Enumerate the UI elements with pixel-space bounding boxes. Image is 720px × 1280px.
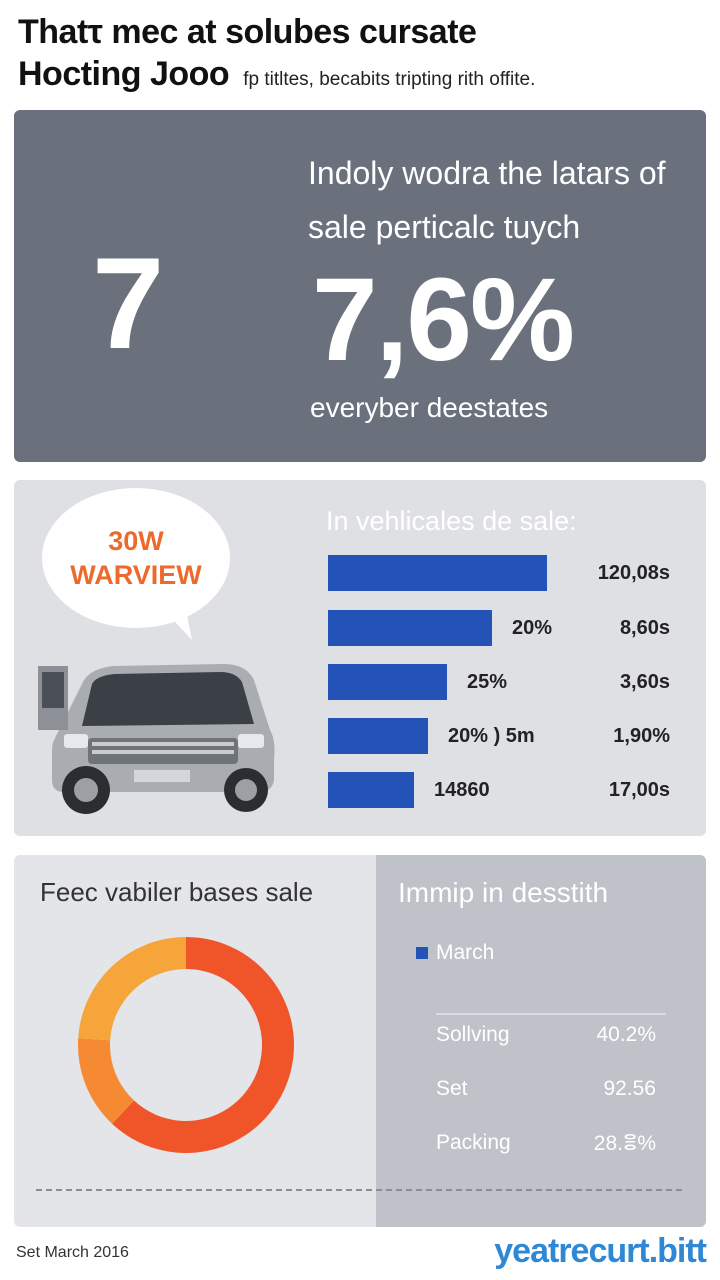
stat-big-number: 7	[92, 230, 165, 376]
footer-date: Set March 2016	[16, 1244, 129, 1261]
bar-row: 20% 8,60s	[328, 610, 700, 646]
legend-swatch	[416, 947, 428, 959]
bar-chart-panel: 30W WARVIEW In vehlicales de sale: 120,0…	[14, 480, 706, 836]
bar-value: 17,00s	[608, 779, 670, 801]
donut-slice	[78, 1038, 134, 1124]
callout-line1: 30W	[108, 526, 164, 556]
legend-key: March	[416, 941, 494, 965]
donut-panel: Feec vabiler bases sale Immip in desstit…	[14, 855, 706, 1227]
bar	[328, 772, 414, 808]
bar-row: 14860 17,00s	[328, 772, 700, 808]
legend-row: Set 92.56	[436, 1077, 656, 1107]
legend-title: Immip in desstith	[398, 877, 609, 908]
callout-bubble: 30W WARVIEW	[42, 488, 230, 628]
bar-value: 120,08s	[597, 562, 670, 584]
bar-label: 14860	[434, 779, 490, 801]
bar	[328, 664, 447, 700]
donut-chart-title: Feec vabiler bases sale	[40, 877, 314, 907]
legend-panel	[376, 855, 706, 1227]
legend-row-value: 28.ⴻ%	[593, 1132, 656, 1155]
stat-headline: Indoly wodra the latars of sale pertical…	[308, 155, 666, 245]
donut-slice	[112, 937, 295, 1153]
stat-panel: 7 Indoly wodra the latars of sale pertic…	[14, 110, 706, 462]
bar-row: 120,08s	[328, 555, 700, 591]
bar-value: 1,90%	[613, 725, 670, 747]
bar-value: 3,60s	[619, 671, 670, 693]
legend-row-value: 92.56	[603, 1077, 656, 1100]
donut-chart	[78, 937, 295, 1153]
page-subtitle: fp titltes, becabits tripting rith offit…	[243, 69, 536, 90]
title-row: Hocting Jooo fp titltes, becabits tripti…	[18, 52, 708, 96]
car-illustration	[38, 664, 275, 814]
callout-line2: WARVIEW	[70, 560, 202, 590]
bar-row: 20% ) 5m 1,90%	[328, 718, 700, 754]
legend-row-value: 40.2%	[596, 1023, 656, 1046]
bar	[328, 610, 492, 646]
stat-caption: everyber deestates	[310, 392, 549, 423]
legend-row-label: Sollving	[436, 1023, 510, 1046]
legend-row-label: Packing	[436, 1131, 511, 1154]
legend-key-label: March	[436, 941, 495, 964]
footer-brand: yeatrecurt.bitt	[494, 1232, 707, 1270]
header: Thatτ mec at solubes cursate Hocting Joo…	[18, 12, 708, 96]
bar-label: 25%	[467, 671, 508, 693]
legend-row-label: Set	[436, 1077, 468, 1100]
bar-value: 8,60s	[619, 617, 670, 639]
bar	[328, 718, 428, 754]
page-title: Thatτ mec at solubes cursate	[18, 13, 477, 51]
bar-label: 20% ) 5m	[448, 725, 535, 747]
stat-percentage: 7,6%	[312, 254, 575, 386]
page-title-line2: Hocting Jooo	[18, 55, 230, 93]
bar-row: 25% 3,60s	[328, 664, 700, 700]
donut-slice	[78, 937, 186, 1041]
bar-label: 20%	[512, 617, 553, 639]
legend-row: Packing 28.ⴻ%	[436, 1131, 656, 1161]
legend-row: Sollving 40.2%	[436, 1023, 656, 1053]
bar-chart-title: In vehlicales de sale:	[326, 506, 577, 536]
bar	[328, 555, 547, 591]
divider	[436, 1013, 666, 1015]
dashed-rule	[36, 1189, 682, 1191]
